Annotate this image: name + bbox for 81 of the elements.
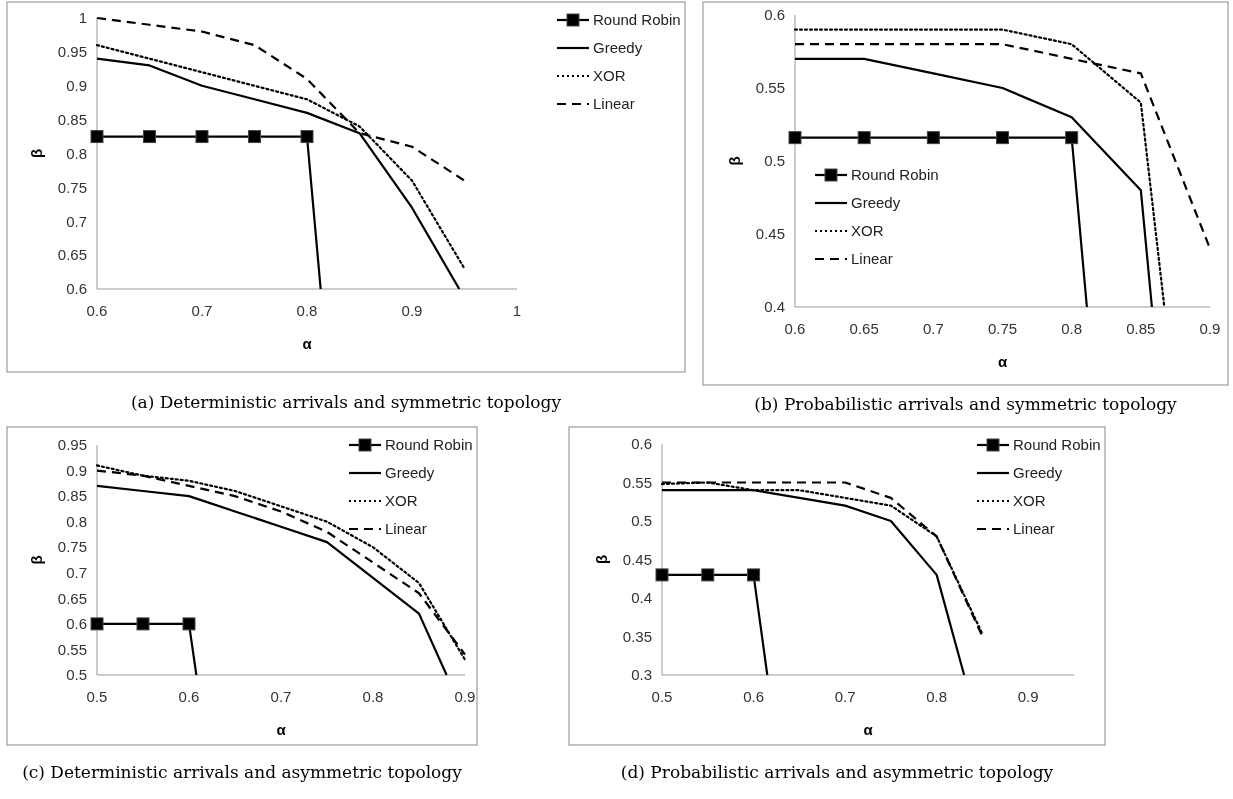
y-tick-label: 0.75 xyxy=(57,178,87,196)
text: (c) Deterministic arrivals and asymmetric topology xyxy=(22,762,463,782)
y-tick-label: 0.9 xyxy=(66,461,87,479)
x-tick-label: 0.9 xyxy=(401,302,423,319)
legend-label: Linear xyxy=(385,520,427,538)
y-axis-title: β xyxy=(726,156,743,166)
legend-label: Linear xyxy=(593,95,635,113)
y-tick-label: 0.4 xyxy=(631,589,652,607)
x-tick-label: 0.7 xyxy=(922,320,944,337)
x-tick-label: 0.8 xyxy=(362,688,384,705)
y-tick-label: 0.55 xyxy=(755,79,785,97)
y-axis-title: β xyxy=(28,148,45,159)
legend-label: Round Robin xyxy=(1013,436,1101,454)
y-tick-label: 0.3 xyxy=(631,666,652,684)
text: (d) Probabilistic arrivals and asymmetric topology xyxy=(620,762,1054,782)
x-tick-label: 0.9 xyxy=(1199,320,1221,337)
x-tick-label: 0.7 xyxy=(191,302,213,319)
x-axis-title: α xyxy=(276,721,287,738)
y-tick-label: 0.6 xyxy=(66,615,87,633)
y-tick-label: 0.6 xyxy=(631,435,652,453)
y-tick-label: 0.8 xyxy=(66,144,87,162)
legend-label: Linear xyxy=(851,250,893,268)
x-tick-label: 0.8 xyxy=(1061,320,1083,337)
y-tick-label: 0.5 xyxy=(66,666,87,684)
legend-label: XOR xyxy=(593,67,626,85)
legend-label: Greedy xyxy=(593,39,643,57)
x-tick-label: 0.75 xyxy=(987,320,1018,337)
y-tick-label: 0.65 xyxy=(57,246,87,264)
x-tick-label: 0.7 xyxy=(270,688,292,705)
x-tick-label: 0.6 xyxy=(784,320,806,337)
y-tick-label: 0.95 xyxy=(57,43,87,61)
x-axis-title: α xyxy=(302,335,313,352)
y-tick-label: 0.4 xyxy=(764,298,785,316)
y-tick-label: 0.85 xyxy=(57,487,87,505)
y-tick-label: 0.7 xyxy=(66,564,87,582)
y-tick-label: 1 xyxy=(78,9,87,27)
legend-label: Round Robin xyxy=(851,166,939,184)
y-tick-label: 0.8 xyxy=(66,512,87,530)
y-tick-label: 0.6 xyxy=(764,6,785,24)
legend-label: Round Robin xyxy=(593,11,681,29)
x-tick-label: 0.6 xyxy=(743,688,764,705)
x-tick-label: 0.5 xyxy=(651,688,673,705)
x-tick-label: 0.7 xyxy=(834,688,856,705)
y-axis-title: β xyxy=(593,554,610,565)
x-axis-title: α xyxy=(863,721,874,738)
legend-label: XOR xyxy=(385,492,418,510)
x-tick-label: 0.6 xyxy=(86,302,108,319)
x-tick-label: 0.8 xyxy=(296,302,318,319)
x-tick-label: 0.6 xyxy=(178,688,200,705)
legend-label: XOR xyxy=(1013,492,1046,510)
y-tick-label: 0.55 xyxy=(622,473,652,491)
legend-label: XOR xyxy=(851,222,884,240)
text: (b) Probabilistic arrivals and symmetric topology xyxy=(754,394,1178,414)
text: (a) Deterministic arrivals and symmetric topology xyxy=(130,392,562,412)
x-tick-label: 0.65 xyxy=(849,320,879,337)
y-tick-label: 0.5 xyxy=(764,152,785,170)
y-tick-label: 0.45 xyxy=(622,550,652,568)
x-tick-label: 0.85 xyxy=(1126,320,1156,337)
x-tick-label: 1 xyxy=(512,302,522,319)
y-axis-title: β xyxy=(28,555,45,565)
x-tick-label: 0.8 xyxy=(926,688,948,705)
legend-label: Round Robin xyxy=(385,436,473,454)
y-tick-label: 0.95 xyxy=(57,436,87,454)
y-tick-label: 0.35 xyxy=(622,627,652,645)
y-tick-label: 0.45 xyxy=(755,225,785,243)
x-tick-label: 0.5 xyxy=(86,688,108,705)
y-tick-label: 0.55 xyxy=(57,640,87,658)
legend-label: Greedy xyxy=(851,194,901,212)
y-tick-label: 0.75 xyxy=(57,538,87,556)
y-tick-label: 0.9 xyxy=(66,77,87,94)
x-tick-label: 0.9 xyxy=(1017,688,1039,705)
y-tick-label: 0.5 xyxy=(631,512,652,530)
legend-label: Greedy xyxy=(385,464,435,482)
y-tick-label: 0.85 xyxy=(57,110,87,128)
x-axis-title: α xyxy=(997,353,1008,370)
x-tick-label: 0.9 xyxy=(454,688,476,705)
y-tick-label: 0.6 xyxy=(66,280,87,298)
y-tick-label: 0.65 xyxy=(57,589,87,607)
legend-label: Linear xyxy=(1013,520,1055,538)
y-tick-label: 0.7 xyxy=(66,212,87,230)
legend-label: Greedy xyxy=(1013,464,1063,482)
